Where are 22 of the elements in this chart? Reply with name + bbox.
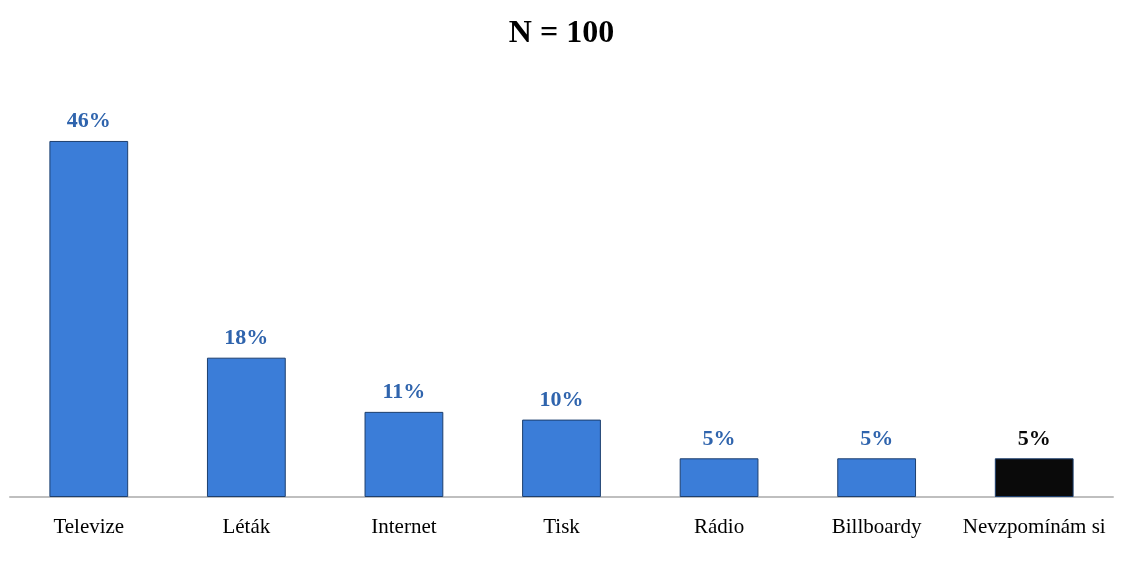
data-label: 5% [1017, 424, 1051, 450]
x-tick-label: Televize [53, 514, 125, 538]
x-tick-label: Billboardy [831, 514, 923, 538]
data-label: 46% [66, 107, 111, 133]
x-tick-label: Tisk [543, 514, 581, 538]
data-label: 11% [382, 378, 426, 404]
bar [994, 458, 1074, 497]
x-tick-label: Nevzpomínám si [962, 514, 1106, 538]
data-label: 5% [702, 424, 736, 450]
data-label: 10% [539, 386, 584, 412]
x-tick-label: Léták [222, 514, 271, 538]
bar [522, 419, 601, 497]
x-tick-label: Rádio [693, 514, 745, 538]
bar [206, 357, 286, 497]
data-label: 18% [224, 324, 269, 350]
data-label: 5% [860, 424, 894, 450]
bar [364, 411, 444, 497]
x-tick-label: Internet [371, 514, 437, 538]
chart-title: N = 100 [508, 13, 615, 49]
bar [49, 140, 129, 497]
bar [837, 458, 917, 497]
bar [679, 458, 759, 497]
